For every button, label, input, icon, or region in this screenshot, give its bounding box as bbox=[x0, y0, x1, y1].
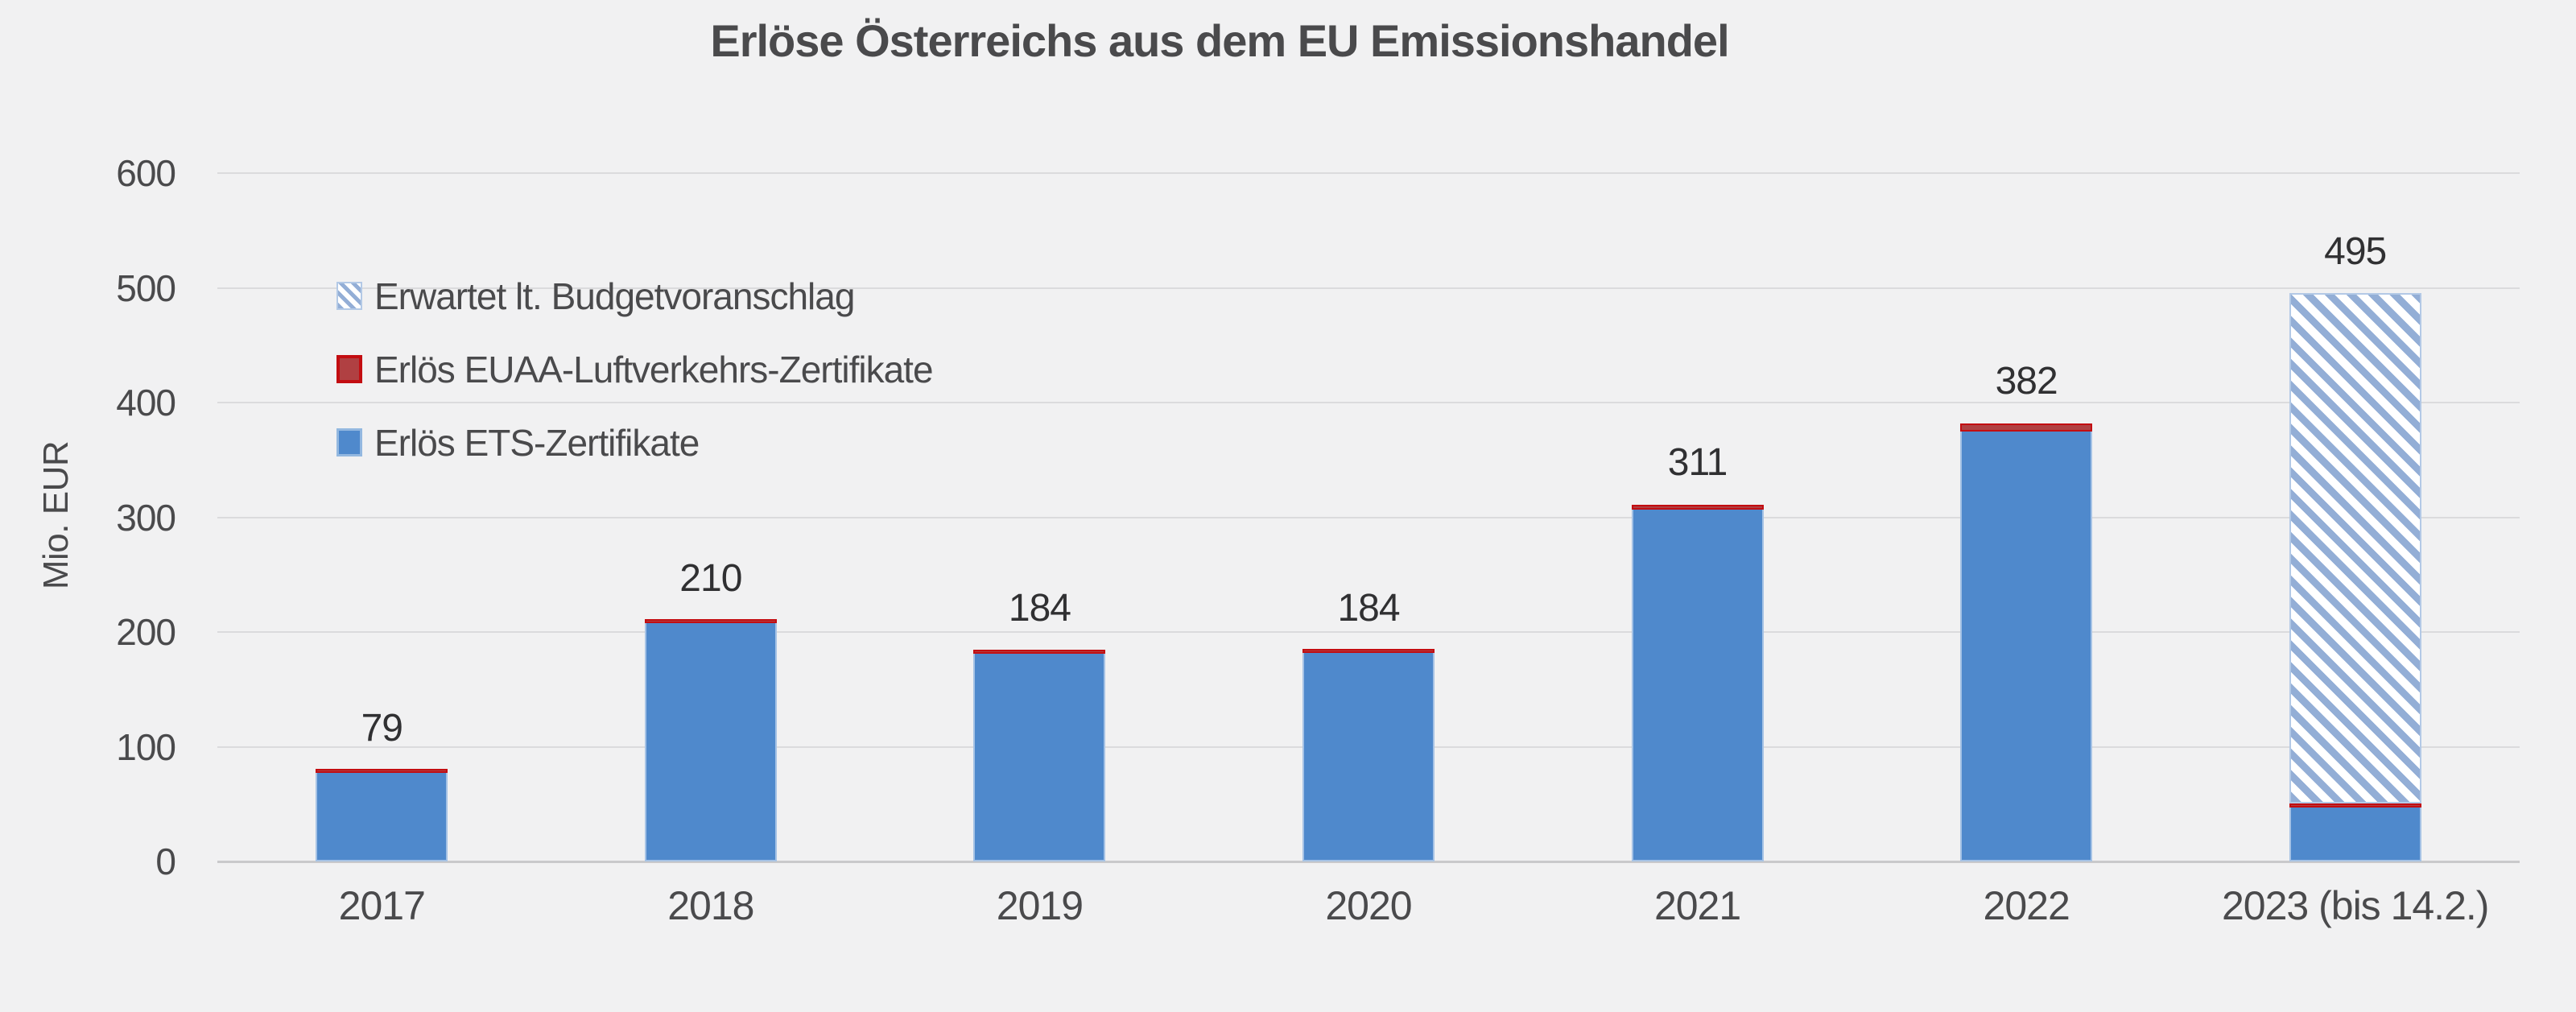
y-tick-label-500: 500 bbox=[116, 266, 176, 309]
bar-segment-euaa bbox=[1960, 423, 2093, 432]
bar-segment-euaa bbox=[973, 650, 1106, 655]
legend-label: Erlös ETS-Zertifikate bbox=[374, 421, 700, 464]
bar-total-label-2023 (bis 14.2.): 495 bbox=[2324, 229, 2387, 273]
legend-item-ets: Erlös ETS-Zertifikate bbox=[336, 406, 933, 479]
y-tick-label-200: 200 bbox=[116, 611, 176, 653]
bar-total-label-2017: 79 bbox=[361, 707, 403, 750]
gridline-200 bbox=[217, 631, 2520, 633]
bar-segment-ets bbox=[2289, 808, 2421, 861]
legend-item-euaa: Erlös EUAA-Luftverkehrs-Zertifikate bbox=[336, 333, 934, 406]
bar-segment-euaa bbox=[316, 769, 448, 774]
bar-segment-ets bbox=[1302, 652, 1435, 861]
bar-total-label-2019: 184 bbox=[1008, 586, 1071, 630]
blue-swatch-icon bbox=[336, 428, 362, 456]
bar-segment-ets bbox=[644, 622, 777, 861]
hatched-swatch-icon bbox=[336, 282, 362, 310]
x-axis-label-2019: 2019 bbox=[996, 883, 1084, 928]
gridline-0 bbox=[217, 861, 2520, 863]
bar-total-label-2018: 210 bbox=[679, 556, 742, 600]
bar-segment-ets bbox=[973, 654, 1106, 861]
y-tick-label-600: 600 bbox=[116, 152, 176, 194]
gridline-500 bbox=[217, 287, 2520, 289]
x-axis-label-2018: 2018 bbox=[667, 883, 754, 928]
chart-title: Erlöse Österreichs aus dem EU Emissionsh… bbox=[710, 15, 1729, 66]
legend: Erwartet lt. Budgetvoranschlag Erlös EUA… bbox=[336, 259, 934, 479]
red-swatch-icon bbox=[336, 355, 362, 383]
x-axis-label-2022: 2022 bbox=[1983, 883, 2070, 928]
gridline-300 bbox=[217, 516, 2520, 518]
bar-segment-ets bbox=[1631, 509, 1764, 861]
bar-segment-euaa bbox=[1302, 648, 1435, 653]
y-tick-label-300: 300 bbox=[116, 496, 176, 539]
y-tick-label-100: 100 bbox=[116, 725, 176, 768]
bar-total-label-2022: 382 bbox=[1995, 359, 2058, 403]
bar-total-label-2021: 311 bbox=[1667, 440, 1728, 484]
bar-segment-euaa bbox=[644, 618, 777, 623]
bar-segment-expected bbox=[2289, 292, 2421, 804]
legend-label: Erlös EUAA-Luftverkehrs-Zertifikate bbox=[374, 348, 934, 390]
gridline-600 bbox=[217, 172, 2520, 174]
legend-item-expected: Erwartet lt. Budgetvoranschlag bbox=[336, 259, 933, 333]
bar-segment-euaa bbox=[1631, 504, 1764, 510]
gridline-400 bbox=[217, 402, 2520, 403]
x-axis-label-2017: 2017 bbox=[338, 883, 426, 928]
y-tick-label-400: 400 bbox=[116, 382, 176, 423]
x-axis-label-2023 (bis 14.2.): 2023 (bis 14.2.) bbox=[2221, 883, 2489, 928]
bar-total-label-2020: 184 bbox=[1337, 586, 1400, 630]
x-axis-label-2020: 2020 bbox=[1325, 883, 1412, 928]
bar-segment-ets bbox=[1960, 431, 2093, 861]
x-axis-label-2021: 2021 bbox=[1653, 883, 1741, 928]
bar-segment-euaa bbox=[2289, 803, 2421, 808]
bar-segment-ets bbox=[316, 773, 448, 861]
y-tick-label-0: 0 bbox=[155, 841, 176, 882]
legend-label: Erwartet lt. Budgetvoranschlag bbox=[374, 275, 855, 317]
